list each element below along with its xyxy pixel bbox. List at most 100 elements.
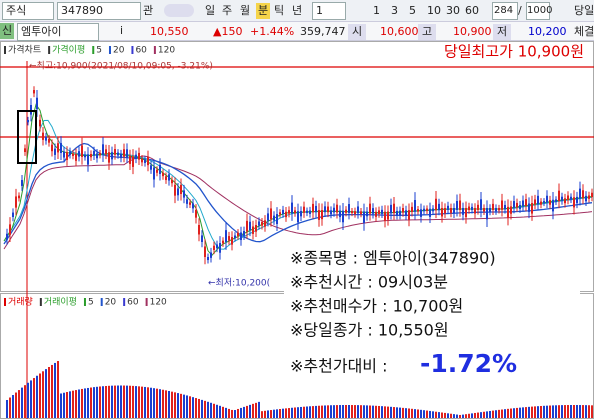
legend-swatch	[145, 298, 148, 306]
candle-decor	[372, 208, 374, 214]
candle-decor	[180, 184, 182, 194]
candle-decor	[60, 143, 62, 153]
volume-decor	[552, 405, 554, 418]
code-input[interactable]	[57, 2, 141, 20]
volume-decor	[222, 406, 224, 418]
market-select[interactable]	[2, 2, 54, 20]
volume-decor	[426, 410, 428, 418]
volume-decor	[450, 413, 452, 418]
candle-decor	[267, 213, 269, 221]
total-input[interactable]	[526, 2, 550, 20]
low: 10,200	[528, 25, 567, 38]
candle-decor	[480, 199, 482, 210]
open: 10,600	[380, 25, 419, 38]
candle-decor	[588, 195, 590, 199]
nav-arrows[interactable]	[164, 4, 194, 17]
minute-button[interactable]: 30	[446, 4, 460, 17]
candle-decor	[459, 200, 461, 210]
volume-decor	[507, 408, 509, 418]
trade-tab[interactable]: 체결	[574, 25, 594, 38]
watch-button[interactable]: 관	[143, 4, 154, 17]
volume-decor	[462, 414, 464, 418]
volume-decor	[588, 405, 590, 418]
volume-decor	[429, 410, 431, 418]
volume-decor	[573, 405, 575, 418]
volume-decor	[309, 406, 311, 418]
period-button[interactable]: 년	[292, 4, 303, 17]
candle-decor	[114, 149, 116, 155]
minute-button[interactable]: 60	[465, 4, 479, 17]
volume-decor	[186, 395, 188, 418]
candle-decor	[540, 201, 542, 205]
candle-decor	[93, 151, 95, 156]
volume-decor	[126, 385, 128, 418]
volume-decor	[162, 389, 164, 418]
period-button[interactable]: 월	[240, 4, 251, 17]
candle-decor	[351, 211, 353, 214]
volume-decor	[267, 410, 269, 418]
count-input[interactable]	[492, 2, 518, 20]
period-button[interactable]: 일	[205, 4, 216, 17]
candle-decor	[489, 208, 491, 212]
volume-decor	[282, 408, 284, 418]
candle-decor	[192, 203, 194, 209]
candle-decor	[348, 204, 350, 213]
minute-button[interactable]: 1	[373, 4, 380, 17]
candle-decor	[222, 240, 224, 244]
legend-swatch	[4, 298, 6, 306]
candle-decor	[582, 190, 584, 199]
minute-button[interactable]: 10	[427, 4, 441, 17]
candle-decor	[585, 195, 587, 202]
candle-decor	[477, 204, 479, 210]
volume-decor	[534, 406, 536, 418]
name-input[interactable]	[17, 23, 99, 41]
candle-decor	[483, 208, 485, 212]
candle-decor	[516, 202, 518, 208]
price-decor	[3, 86, 593, 418]
volume-decor	[561, 405, 563, 418]
slash: /	[518, 4, 522, 17]
candle-decor	[195, 210, 197, 218]
volume-decor	[591, 405, 593, 418]
period-button[interactable]: 주	[222, 4, 233, 17]
volume-decor	[177, 393, 179, 418]
volume-decor	[420, 409, 422, 418]
candle-decor	[420, 209, 422, 217]
volume-decor	[528, 406, 530, 418]
volume-decor	[96, 386, 98, 418]
candle-decor	[426, 208, 428, 211]
volume-decor	[165, 390, 167, 418]
today-toggle[interactable]: 당일	[574, 4, 594, 17]
candle-decor	[510, 206, 512, 214]
interval-select[interactable]	[312, 2, 346, 20]
volume-decor	[225, 407, 227, 418]
candle-decor	[177, 188, 179, 196]
period-button[interactable]: 틱	[274, 4, 285, 17]
volume-decor	[414, 409, 416, 418]
candle-decor	[51, 144, 53, 152]
candle-decor	[240, 232, 242, 241]
volume-decor	[303, 406, 305, 418]
volume-decor	[150, 387, 152, 418]
volume-decor	[132, 385, 134, 418]
candle-decor	[24, 148, 26, 152]
period-button[interactable]: 분	[256, 3, 271, 19]
volume-decor	[396, 407, 398, 418]
candle-decor	[297, 211, 299, 223]
minute-button[interactable]: 3	[391, 4, 398, 17]
candle-decor	[345, 209, 347, 213]
volume-decor	[384, 406, 386, 418]
volume-decor	[48, 367, 50, 418]
volume-decor	[546, 405, 548, 418]
volume-decor	[432, 411, 434, 418]
minute-button[interactable]: 5	[409, 4, 416, 17]
volume-decor	[171, 391, 173, 418]
info-button[interactable]: i	[120, 24, 124, 37]
candle-decor	[399, 210, 401, 216]
volume-decor	[198, 398, 200, 418]
volume-decor	[12, 395, 14, 418]
change: ▲150	[213, 25, 243, 38]
volume-decor	[444, 412, 446, 418]
volume-decor	[45, 369, 47, 418]
volume-decor	[558, 405, 560, 418]
